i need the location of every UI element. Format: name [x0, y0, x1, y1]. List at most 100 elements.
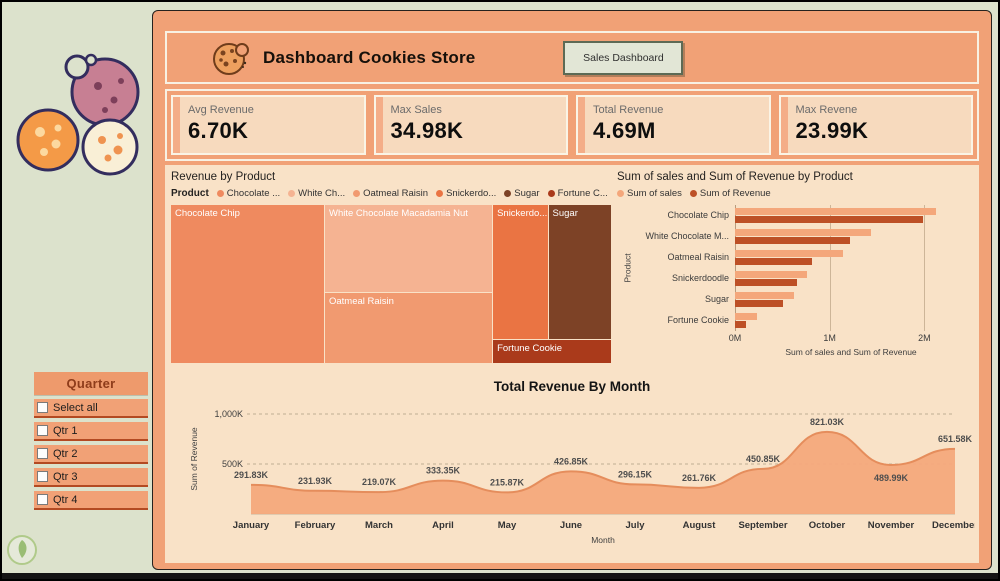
bar-cats: Chocolate Chip White Chocolate M... Oatmea…	[627, 205, 729, 331]
checkbox-icon[interactable]	[37, 402, 48, 413]
sales-bar[interactable]	[735, 229, 872, 236]
bar-legend-items: Sum of sales Sum of Revenue	[617, 188, 975, 199]
main-panel: Dashboard Cookies Store Sales Dashboard …	[152, 10, 992, 570]
revenue-line	[250, 430, 956, 494]
checkbox-icon[interactable]	[37, 425, 48, 436]
data-label: 821.03K	[810, 417, 845, 427]
bar-area	[735, 205, 967, 331]
treemap-tile[interactable]: Snickerdo...	[492, 203, 550, 342]
data-label: 219.07K	[362, 477, 397, 487]
bar-row	[735, 310, 967, 331]
bar-gridline	[924, 205, 926, 331]
treemap-tile[interactable]: Fortune Cookie	[492, 339, 612, 364]
treemap-tile-label: White Chocolate Macadamia Nut	[329, 208, 468, 219]
treemap-tile[interactable]: White Chocolate Macadamia Nut	[323, 204, 495, 294]
x-axis-title: Month	[591, 535, 615, 545]
checkbox-icon[interactable]	[37, 448, 48, 459]
sales-revenue-bar-chart: Sum of sales and Sum of Revenue by Produ…	[617, 171, 975, 377]
legend-dot-icon	[504, 190, 512, 197]
slicer-item-qtr-1[interactable]: Qtr 1	[34, 422, 148, 441]
checkbox-icon[interactable]	[37, 494, 48, 505]
header-bar: Dashboard Cookies Store Sales Dashboard	[165, 31, 979, 84]
treemap-tile-label: Sugar	[552, 208, 578, 219]
kpi-value: 34.98K	[390, 118, 464, 143]
x-tick-label: 0M	[728, 333, 742, 343]
slicer-item-label: Qtr 4	[53, 493, 78, 506]
watermark-logo	[7, 535, 37, 565]
treemap-tile[interactable]: Chocolate Chip	[170, 204, 326, 364]
revenue-by-product-treemap: Revenue by Product Product Chocolate ...…	[170, 171, 612, 377]
legend-dot-icon	[353, 190, 361, 197]
x-category-label: November	[868, 520, 915, 531]
x-category-label: January	[233, 520, 270, 531]
legend-dot-icon	[617, 190, 624, 197]
legend-label: Snickerdo...	[446, 188, 497, 199]
legend-item: Chocolate ...	[216, 188, 281, 199]
revenue-bar[interactable]	[735, 237, 850, 244]
revenue-bar[interactable]	[735, 300, 784, 307]
slicer-item-qtr-2[interactable]: Qtr 2	[34, 445, 148, 464]
treemap-tile-label: Oatmeal Raisin	[329, 295, 394, 307]
bar-category-label: Chocolate Chip	[667, 210, 729, 220]
legend-item: Sum of Revenue	[689, 188, 771, 199]
legend-label: Fortune C...	[557, 188, 608, 199]
legend-dot-icon	[547, 190, 555, 197]
data-label: 291.83K	[234, 470, 269, 480]
revenue-bar[interactable]	[735, 279, 798, 286]
sales-dashboard-button[interactable]: Sales Dashboard	[563, 40, 684, 75]
legend-label: Chocolate ...	[226, 188, 281, 199]
revenue-bar[interactable]	[735, 258, 812, 265]
x-category-label: October	[809, 520, 846, 531]
bar-gridline	[735, 205, 736, 331]
sales-bar[interactable]	[735, 250, 843, 257]
bar-row	[735, 268, 967, 289]
slicer-item-label: Qtr 1	[53, 424, 78, 437]
kpi-card-avg-revenue: Avg Revenue 6.70K	[171, 95, 366, 155]
revenue-area[interactable]	[251, 431, 955, 514]
treemap-tile[interactable]: Sugar	[547, 203, 612, 342]
kpi-card-total-revenue: Total Revenue 4.69M	[576, 95, 771, 155]
slicer-item-label: Qtr 3	[53, 470, 78, 483]
legend-label: Sum of Revenue	[699, 188, 771, 199]
legend-label: Oatmeal Raisin	[363, 188, 429, 199]
data-label: 489.99K	[874, 473, 909, 483]
legend-dot-icon	[436, 190, 444, 197]
revenue-bar[interactable]	[735, 216, 924, 223]
bar-rows	[735, 205, 967, 331]
treemap-tiles: Chocolate Chip White Chocolate Macadamia …	[170, 203, 612, 364]
slicer-item-label: Select all	[53, 401, 98, 414]
left-sidebar: Quarter Select all Qtr 1 Qtr 2 Qtr 3 Qtr…	[2, 2, 152, 577]
legend-dot-icon	[689, 190, 697, 197]
sales-bar[interactable]	[735, 208, 936, 215]
bar-row	[735, 247, 967, 268]
data-label: 333.35K	[426, 466, 461, 476]
slicer-item-select-all[interactable]: Select all	[34, 399, 148, 418]
bar-category-label: Oatmeal Raisin	[667, 252, 729, 262]
kpi-card-max-sales: Max Sales 34.98K	[373, 95, 568, 155]
sales-bar[interactable]	[735, 292, 794, 299]
checkbox-icon[interactable]	[37, 471, 48, 482]
y-axis-title: Sum of Revenue	[189, 427, 199, 491]
treemap-legend-items: Chocolate ... White Ch... Oatmeal Raisin Sn…	[216, 188, 608, 199]
sales-bar[interactable]	[735, 313, 757, 320]
data-label: 296.15K	[618, 469, 653, 479]
bar-category-label: Sugar	[704, 294, 729, 304]
treemap-tile[interactable]: Oatmeal Raisin	[323, 291, 495, 364]
slicer-item-label: Qtr 2	[53, 447, 78, 460]
sales-bar[interactable]	[735, 271, 807, 278]
slicer-header[interactable]: Quarter	[34, 372, 148, 395]
kpi-accent-bar	[780, 97, 788, 153]
kpi-label: Max Revene	[795, 104, 858, 116]
slicer-item-qtr-4[interactable]: Qtr 4	[34, 491, 148, 510]
kpi-accent-bar	[375, 97, 383, 153]
cookies-illustration	[16, 53, 140, 176]
total-revenue-by-month-chart: Total Revenue By Month 500K 1,000K 291.83K…	[171, 379, 975, 561]
revenue-area-chart-svg: 500K 1,000K 291.83K 231.93K 219.07K 333.35K 21…	[189, 409, 975, 545]
x-category-label: December	[932, 520, 975, 531]
slicer-item-qtr-3[interactable]: Qtr 3	[34, 468, 148, 487]
revenue-bar[interactable]	[735, 321, 747, 328]
x-category-label: February	[295, 520, 336, 531]
treemap-tile-label: Chocolate Chip	[175, 208, 240, 219]
data-label: 215.87K	[490, 477, 525, 487]
legend-label: White Ch...	[298, 188, 346, 199]
